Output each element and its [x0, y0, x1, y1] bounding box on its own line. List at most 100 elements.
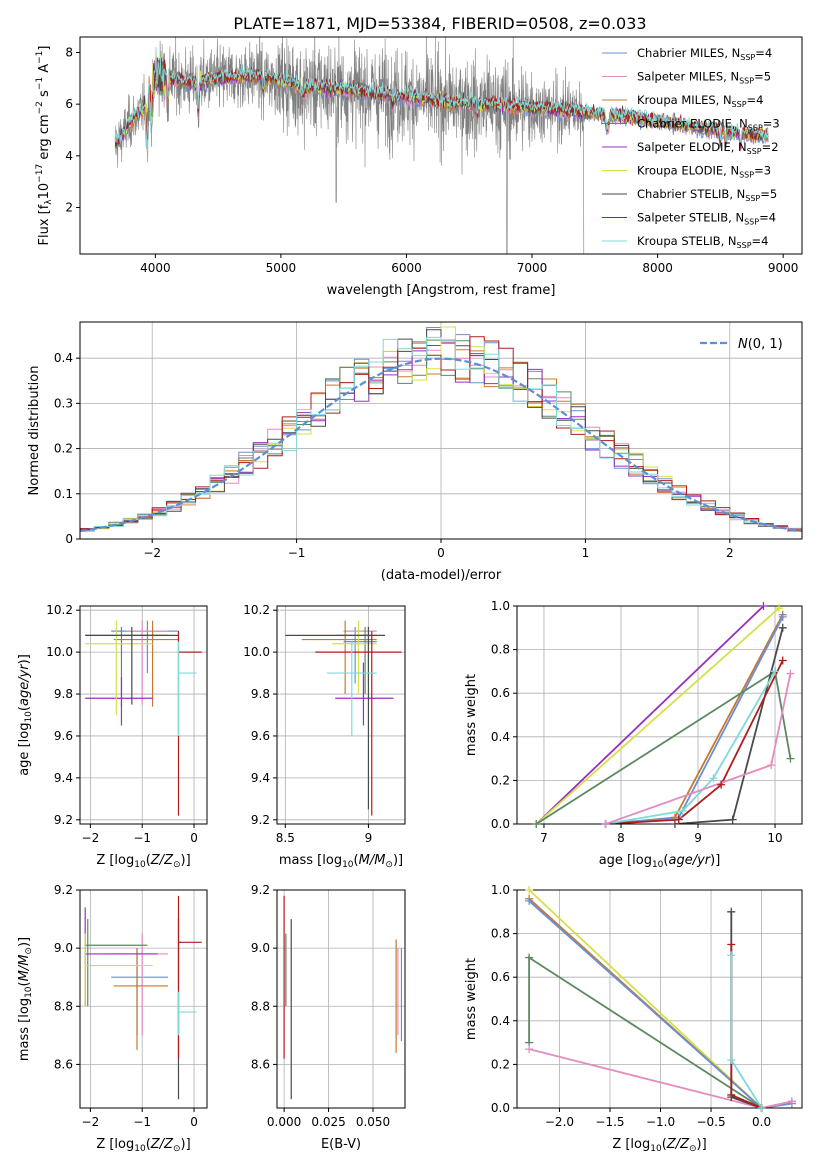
x-tick-label: 0 [190, 831, 198, 845]
weight-line [528, 1048, 793, 1108]
legend-entry: Kroupa ELODIE, NSSP=3 [637, 164, 771, 180]
weight-line [730, 911, 762, 1108]
x-tick-label: 8.5 [276, 831, 295, 845]
label-part: )] [697, 1137, 707, 1152]
label-part: age/yr [668, 853, 711, 868]
legend-entry: Kroupa STELIB, NSSP=4 [637, 234, 768, 250]
x-axis-label: age [log10(age/yr)] [599, 853, 721, 870]
x-tick-label: 0 [437, 546, 445, 560]
weight-marker [678, 806, 687, 815]
weight-marker [767, 761, 776, 770]
axes-decor: −2 −1 08.68.89.09.2Z [log10(Z/Z⊙)]mass [lo… [17, 883, 208, 1154]
weight-marker [728, 815, 737, 824]
y-tick-label: 10.0 [46, 645, 73, 659]
label-part: ⊙ [689, 1144, 697, 1154]
panel-residuals: −2 −1 0 1 2 0 0.1 0.2 0.3 0.4 N(0, 1) (data-model)/… [27, 321, 803, 583]
weight-marker [778, 656, 787, 665]
label-part: )] [17, 937, 32, 947]
label-part: −1 [35, 51, 45, 64]
y-tick-label: 8.8 [54, 999, 73, 1013]
label-part: SSP [745, 194, 760, 203]
label-part: SSP [744, 218, 759, 227]
normal-curve [80, 357, 802, 533]
label-part: ⊙ [24, 947, 34, 955]
panel-mass-vs-Z: −2 −1 08.68.89.09.2Z [log10(Z/Z⊙)]mass [lo… [17, 883, 208, 1154]
x-tick-label: 8 [617, 831, 625, 845]
panel-mass-vs-ebv: 0.000 0.025 0.050 8.6 8.8 9.0 9.2 E(B-V) [251, 883, 406, 1152]
label-part: Salpeter STELIB, N [637, 211, 744, 225]
axes-frame [276, 605, 406, 825]
label-part: 10 [134, 1144, 146, 1154]
label-part: )] [181, 853, 191, 868]
x-tick-label: −1 [133, 831, 151, 845]
weight-marker [786, 669, 795, 678]
label-part: =4 [755, 46, 772, 60]
label-part: ( [662, 1137, 667, 1152]
label-part: mass [log [279, 853, 342, 868]
y-axis-label: Flux [fλ10−17 erg cm−2 s−1 A−1] [35, 46, 54, 246]
weight-marker [727, 951, 736, 960]
weight-marker [709, 774, 718, 783]
label-part: Kroupa MILES, N [637, 93, 732, 107]
label-part: SSP [748, 124, 763, 133]
label-part: erg cm [37, 114, 52, 163]
y-tick-label: 0.3 [54, 396, 73, 410]
y-tick-label: 4 [65, 149, 73, 163]
y-tick-label: 10.0 [243, 645, 270, 659]
y-tick-label: 8.8 [251, 999, 270, 1013]
x-tick-label: 9000 [768, 261, 799, 275]
x-tick-label: 0.050 [356, 1115, 390, 1129]
label-part: age/yr [17, 663, 32, 706]
label-part: ( [663, 853, 668, 868]
y-tick-label: 9.6 [251, 729, 270, 743]
label-part: ⊙ [385, 860, 393, 870]
x-tick-label: 0.0 [752, 1115, 771, 1129]
legend-entry: Chabrier MILES, NSSP=4 [637, 46, 772, 62]
panel-massweight-vs-Z: −2.0 −1.5 −1.0 −0.5 0.0 0.0 0.2 0.4 0.6 0.8 1.0 Z [… [464, 883, 803, 1154]
label-part: Z [log [96, 1137, 134, 1152]
legend-entry: N(0, 1) [738, 337, 783, 352]
panel-age-vs-mass: 8.5 9 9.2 9.4 9.6 9.8 10.0 10.2 mass [log10(M/M⊙… [243, 603, 406, 870]
label-part: Z/Z [150, 853, 174, 868]
plot-area [85, 620, 202, 816]
label-part: Flux [f [37, 204, 52, 245]
weight-marker [759, 602, 768, 610]
plot-area [535, 606, 792, 824]
legend-entry: Chabrier STELIB, NSSP=5 [637, 187, 777, 203]
label-part: SSP [739, 77, 754, 86]
y-tick-label: 0.8 [491, 643, 510, 657]
y-tick-label: 9.2 [54, 883, 73, 897]
label-part: Chabrier MILES, N [637, 46, 740, 60]
y-tick-label: 6 [65, 97, 73, 111]
y-tick-label: 9.8 [54, 687, 73, 701]
weight-marker [787, 1097, 796, 1106]
y-tick-label: 0.8 [491, 927, 510, 941]
label-part: Z/Z [150, 1137, 174, 1152]
y-tick-label: 9.2 [54, 813, 73, 827]
weight-marker [778, 623, 787, 632]
label-part: −17 [35, 164, 45, 183]
y-tick-label: 8 [65, 46, 73, 60]
y-axis-label: mass weight [464, 674, 479, 756]
label-part: Chabrier ELODIE, N [637, 117, 748, 131]
label-part: λ [44, 199, 54, 205]
x-tick-label: −1.0 [646, 1115, 675, 1129]
label-part: age [log [599, 853, 652, 868]
y-tick-label: 1.0 [491, 883, 510, 897]
label-part: 10 [37, 183, 52, 200]
label-part: Chabrier STELIB, N [637, 187, 745, 201]
axes-decor: 0.000 0.025 0.050 8.6 8.8 9.0 9.2 E(B-V) [251, 883, 406, 1152]
weight-line [528, 900, 793, 1108]
y-tick-label: 0.6 [491, 686, 510, 700]
y-tick-label: 0.6 [491, 970, 510, 984]
x-tick-label: 6000 [391, 261, 422, 275]
label-part: mass [log [17, 998, 32, 1061]
x-tick-label: 0 [190, 1115, 198, 1129]
label-part: Salpeter ELODIE, N [637, 140, 747, 154]
weight-marker [774, 604, 783, 613]
axes-decor: 8.5 9 9.2 9.4 9.6 9.8 10.0 10.2 mass [log10(M/M⊙… [243, 603, 406, 870]
x-tick-label: 10 [767, 831, 782, 845]
x-axis-label: (data-model)/error [381, 568, 502, 583]
